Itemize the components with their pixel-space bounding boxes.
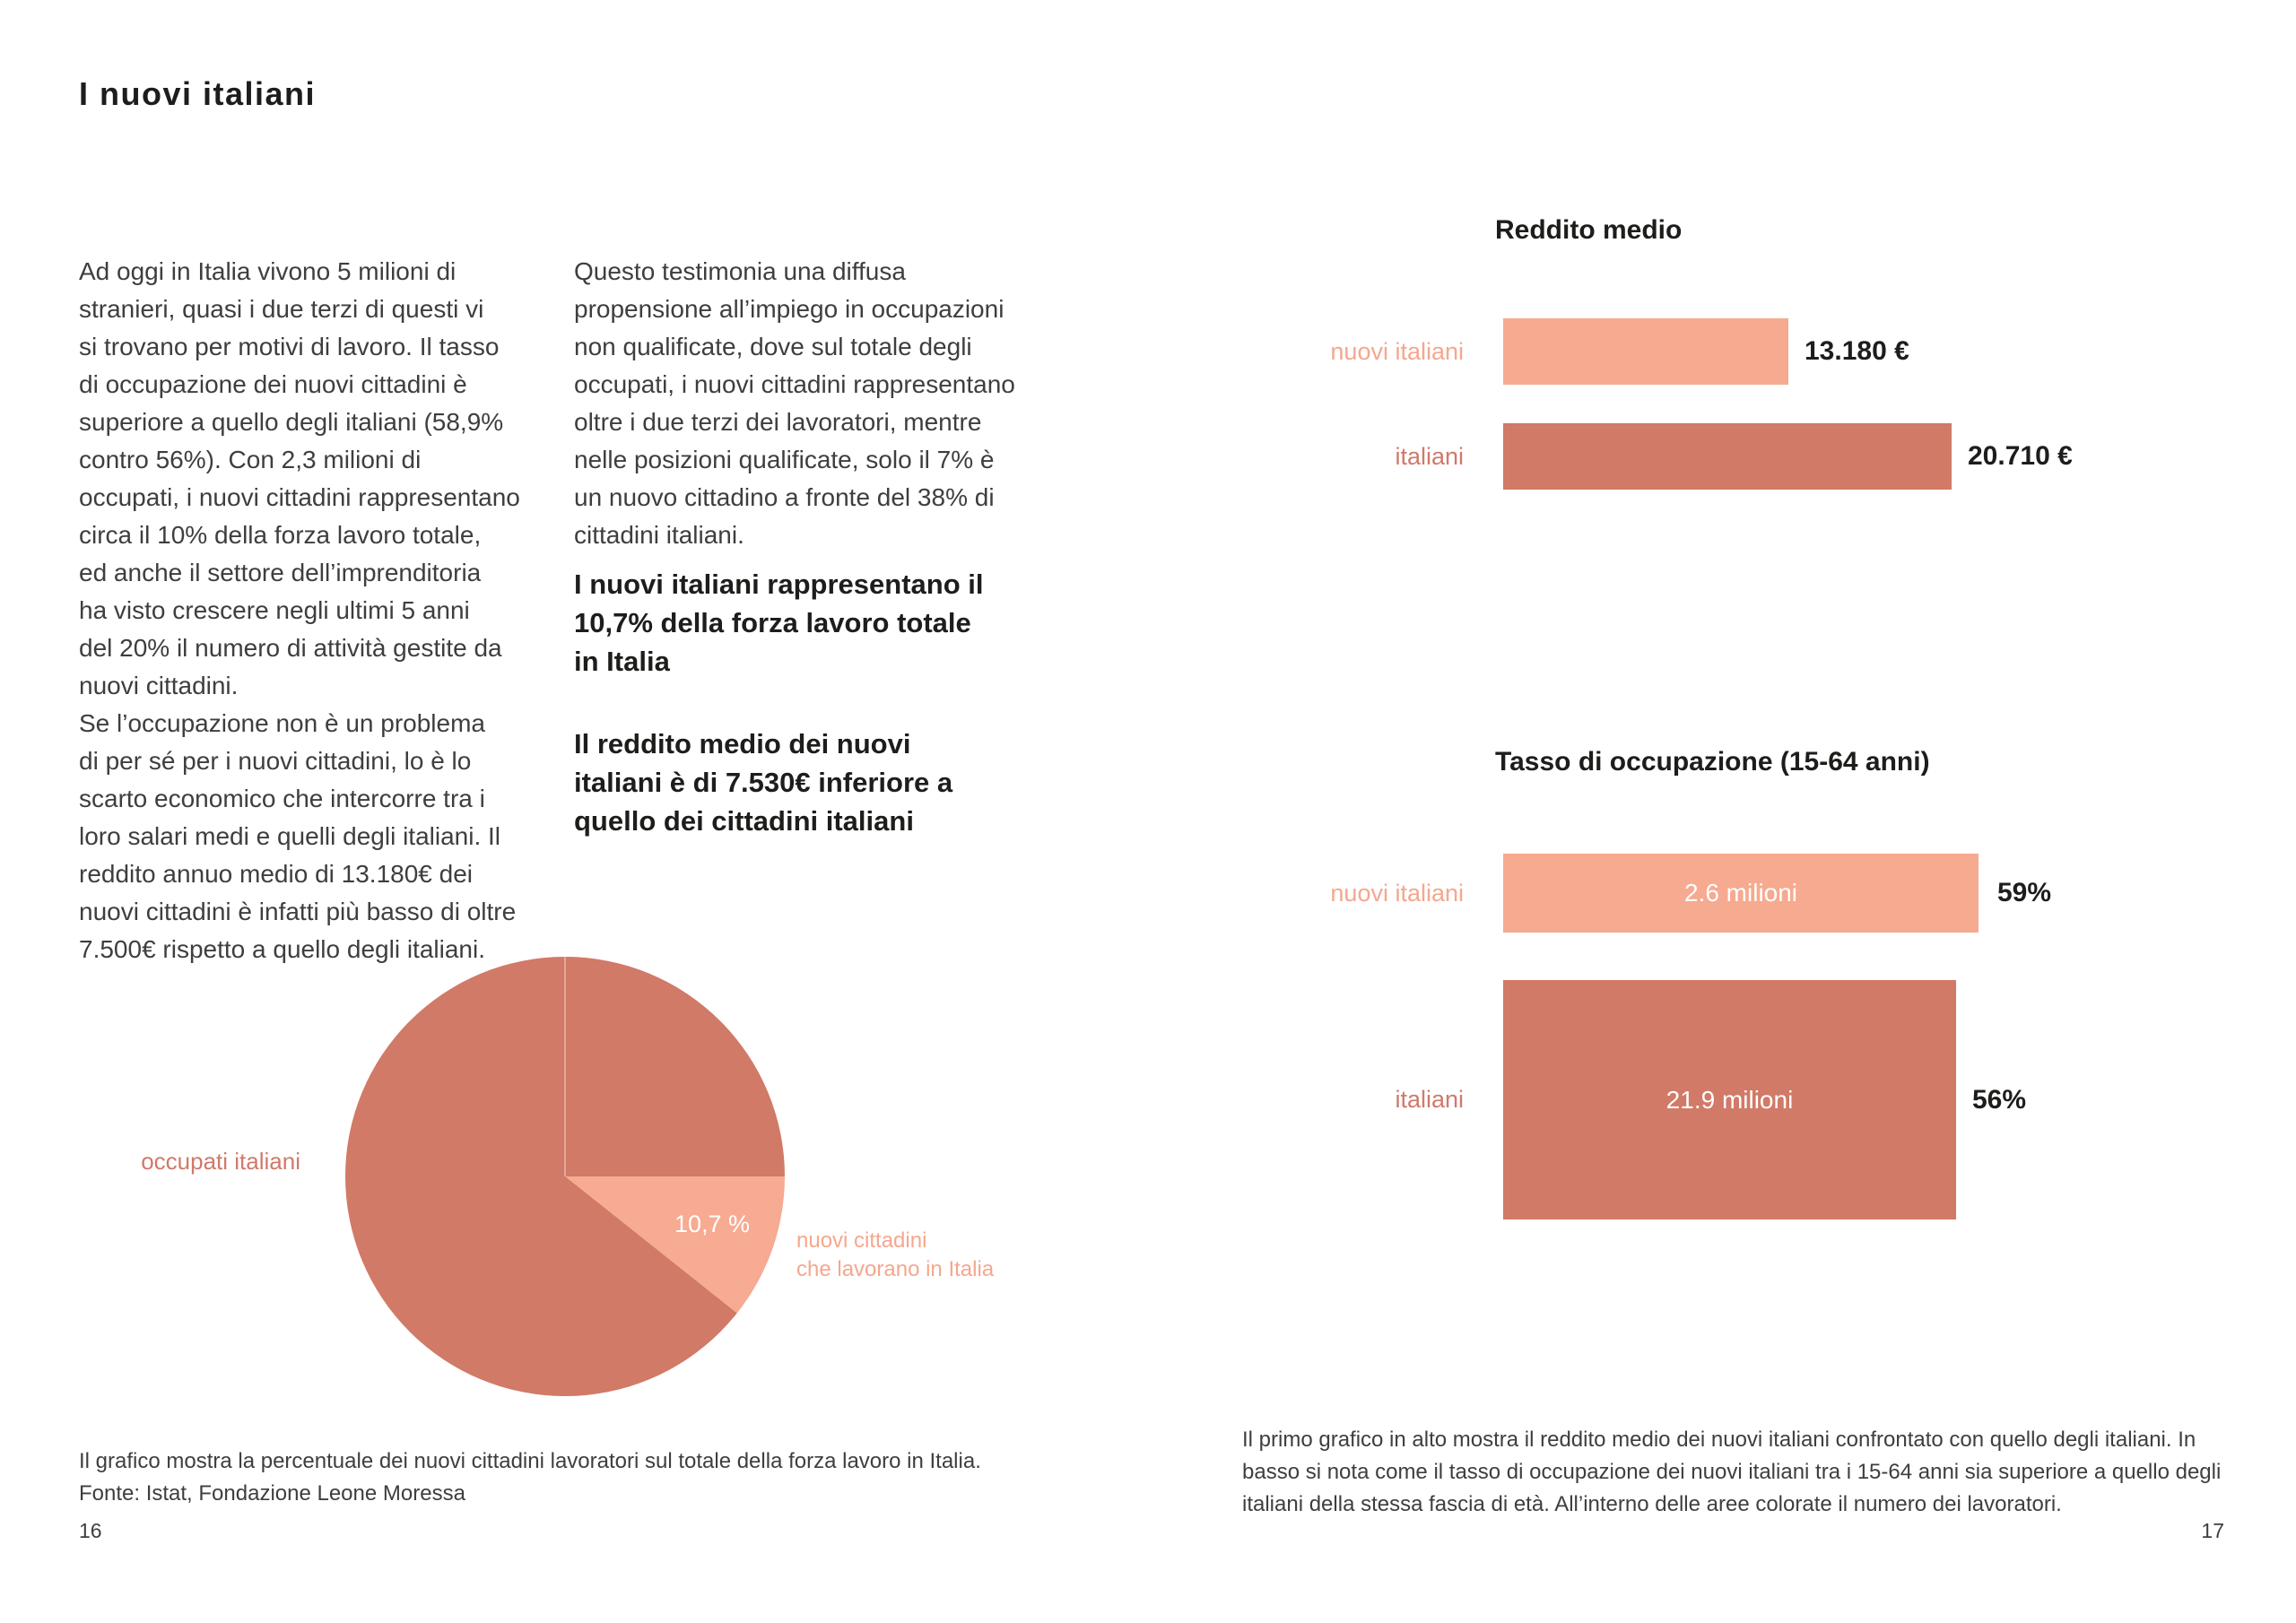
pie-slice-value-label: 10,7 %: [674, 1211, 751, 1237]
employment-bar-italiani: 21.9 milioni: [1503, 980, 1956, 1219]
income-value: 13.180 €: [1805, 336, 1909, 366]
income-bar-italiani: [1503, 423, 1952, 490]
employment-bar-inner-label: 2.6 milioni: [1683, 879, 1798, 907]
employment-row-italiani: italiani 21.9 milioni 56%: [1256, 980, 2026, 1219]
right-page-number: 17: [2201, 1519, 2224, 1542]
pie-caption: Il grafico mostra la percentuale dei nuo…: [79, 1449, 981, 1506]
income-row-label: nuovi italiani: [1330, 337, 1464, 365]
employment-row-label: italiani: [1395, 1086, 1464, 1113]
pie-label-nuovi-cittadini: nuovi cittadini che lavorano in Italia: [796, 1228, 995, 1281]
employment-chart-title: Tasso di occupazione (15-64 anni): [1495, 747, 1930, 777]
employment-row-label: nuovi italiani: [1330, 879, 1464, 907]
income-chart-title: Reddito medio: [1495, 215, 1683, 245]
pie-chart: [345, 957, 785, 1396]
employment-bar-nuovi-italiani: 2.6 milioni: [1503, 854, 1979, 933]
employment-percentage: 59%: [1997, 878, 2052, 907]
income-row-italiani: italiani 20.710 €: [1256, 423, 2073, 490]
highlight-statement-1: I nuovi italiani rappresentano il 10,7% …: [574, 568, 984, 677]
pie-seam-line: [564, 957, 566, 1176]
body-column-1: Ad oggi in Italia vivono 5 milioni di st…: [79, 257, 520, 963]
employment-row-nuovi-italiani: nuovi italiani 2.6 milioni 59%: [1256, 854, 2051, 933]
income-bar-nuovi-italiani: [1503, 318, 1788, 385]
left-page-number: 16: [79, 1519, 102, 1542]
employment-bar-inner-label: 21.9 milioni: [1665, 1085, 1794, 1114]
highlight-statement-2: Il reddito medio dei nuovi italiani è di…: [574, 728, 953, 837]
pie-label-occupati-italiani: occupati italiani: [141, 1148, 300, 1175]
right-caption: Il primo grafico in alto mostra il reddi…: [1242, 1428, 2222, 1516]
income-row-nuovi-italiani: nuovi italiani 13.180 €: [1256, 318, 1909, 385]
income-value: 20.710 €: [1968, 441, 2073, 471]
page-title: I nuovi italiani: [79, 75, 317, 112]
income-row-label: italiani: [1395, 442, 1464, 470]
employment-percentage: 56%: [1972, 1084, 2027, 1115]
body-column-2: Questo testimonia una diffusa propension…: [574, 257, 1015, 549]
